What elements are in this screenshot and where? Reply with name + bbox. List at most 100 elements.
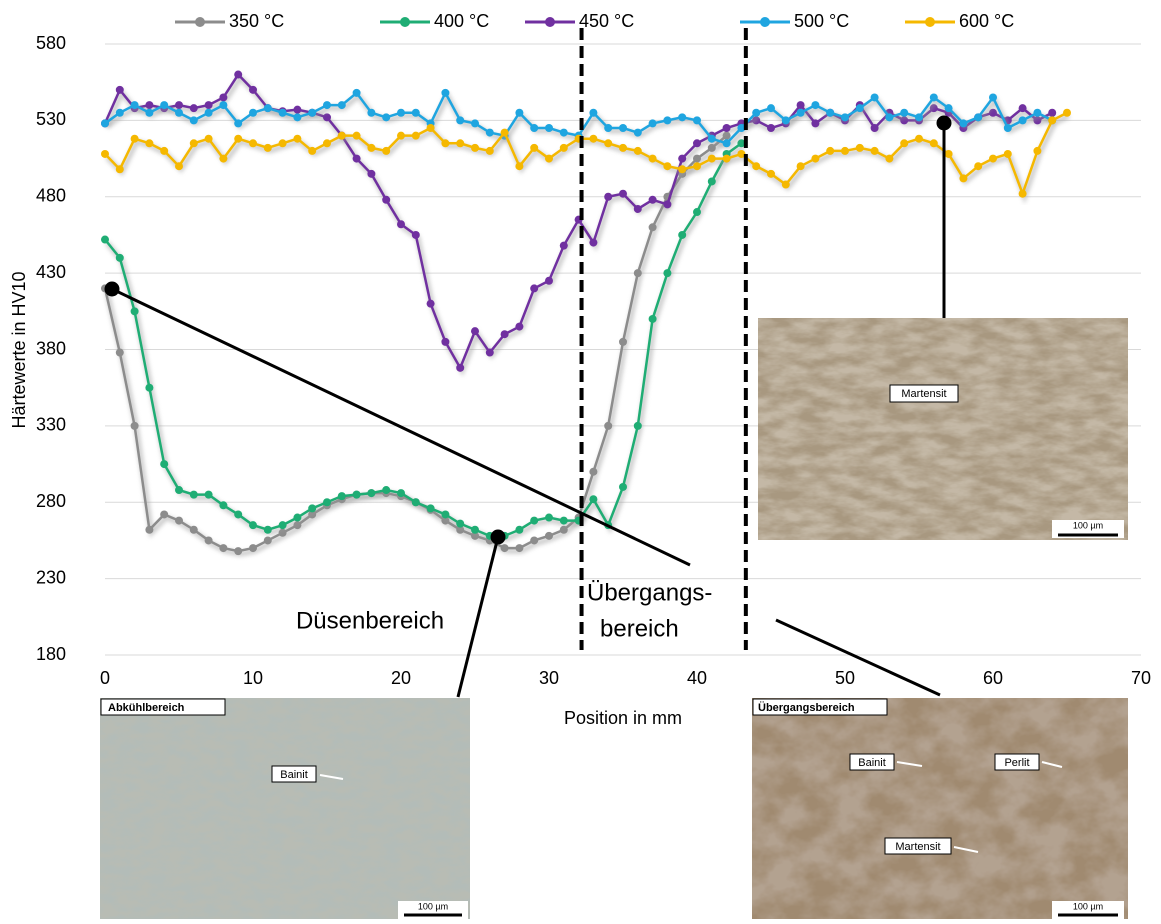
data-point — [841, 147, 849, 155]
data-point — [501, 129, 509, 137]
data-point — [619, 338, 627, 346]
data-point — [530, 144, 538, 152]
data-point — [515, 544, 523, 552]
data-point — [323, 139, 331, 147]
data-point — [560, 129, 568, 137]
data-point — [205, 109, 213, 117]
data-point — [589, 135, 597, 143]
data-point — [160, 510, 168, 518]
data-point — [811, 101, 819, 109]
data-point — [323, 113, 331, 121]
data-point — [353, 132, 361, 140]
data-point — [293, 514, 301, 522]
y-tick-label: 480 — [36, 186, 66, 206]
data-point — [915, 135, 923, 143]
y-tick-label: 530 — [36, 109, 66, 129]
data-point — [471, 526, 479, 534]
data-point — [663, 116, 671, 124]
data-point — [293, 113, 301, 121]
data-point — [545, 124, 553, 132]
data-point — [767, 104, 775, 112]
data-point — [693, 208, 701, 216]
data-point — [323, 101, 331, 109]
data-point — [885, 113, 893, 121]
data-point — [145, 101, 153, 109]
data-point — [708, 177, 716, 185]
annotation: bereich — [600, 615, 679, 642]
data-point — [663, 162, 671, 170]
data-point — [131, 307, 139, 315]
data-point — [441, 510, 449, 518]
data-point — [649, 196, 657, 204]
data-point — [708, 155, 716, 163]
data-point — [723, 139, 731, 147]
y-tick-label: 580 — [36, 33, 66, 53]
data-point — [723, 124, 731, 132]
data-point — [412, 109, 420, 117]
data-point — [160, 101, 168, 109]
data-point — [885, 155, 893, 163]
data-point — [619, 124, 627, 132]
data-point — [412, 498, 420, 506]
data-point — [175, 517, 183, 525]
data-point — [205, 491, 213, 499]
data-point — [545, 155, 553, 163]
data-point — [663, 200, 671, 208]
data-point — [560, 517, 568, 525]
data-point — [604, 193, 612, 201]
data-point — [308, 147, 316, 155]
data-point — [397, 489, 405, 497]
data-point — [190, 491, 198, 499]
data-point — [205, 135, 213, 143]
series-line — [105, 136, 727, 551]
data-point — [1063, 109, 1071, 117]
data-point — [752, 109, 760, 117]
data-point — [116, 86, 124, 94]
data-point — [219, 501, 227, 509]
inset-label: Martensit — [895, 841, 940, 853]
data-point — [145, 109, 153, 117]
data-point — [456, 116, 464, 124]
inset-label: Perlit — [1004, 757, 1029, 769]
data-point — [145, 384, 153, 392]
data-point — [116, 254, 124, 262]
data-point — [219, 544, 227, 552]
data-point — [456, 520, 464, 528]
data-point — [693, 162, 701, 170]
data-point — [900, 139, 908, 147]
data-point — [264, 144, 272, 152]
data-point — [249, 109, 257, 117]
inset-label: Bainit — [280, 769, 308, 781]
legend-label: 400 °C — [434, 11, 489, 31]
data-point — [249, 139, 257, 147]
x-axis-label: Position in mm — [564, 708, 682, 728]
data-point — [382, 113, 390, 121]
data-point — [427, 300, 435, 308]
data-point — [145, 139, 153, 147]
data-point — [530, 124, 538, 132]
data-point — [989, 155, 997, 163]
data-point — [604, 124, 612, 132]
data-point — [412, 231, 420, 239]
data-point — [515, 323, 523, 331]
data-point — [589, 109, 597, 117]
data-point — [945, 104, 953, 112]
y-tick-label: 230 — [36, 567, 66, 587]
data-point — [649, 119, 657, 127]
data-point — [175, 486, 183, 494]
data-point — [959, 119, 967, 127]
data-point — [471, 144, 479, 152]
legend-marker — [925, 17, 935, 27]
annotation: Übergangs- — [587, 579, 712, 606]
data-point — [649, 223, 657, 231]
data-point — [456, 139, 464, 147]
data-point — [249, 86, 257, 94]
data-point — [367, 109, 375, 117]
data-point — [530, 517, 538, 525]
data-point — [441, 139, 449, 147]
data-point — [1004, 124, 1012, 132]
y-tick-label: 280 — [36, 491, 66, 511]
data-point — [175, 109, 183, 117]
data-point — [959, 174, 967, 182]
data-point — [826, 109, 834, 117]
